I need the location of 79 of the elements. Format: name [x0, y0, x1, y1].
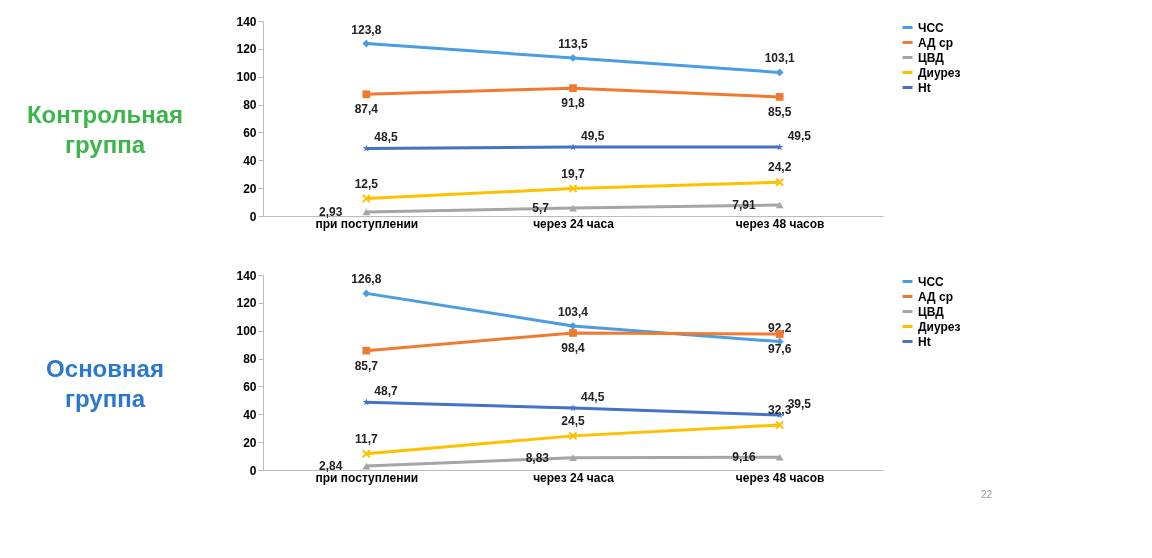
point [568, 184, 578, 194]
point [775, 68, 784, 77]
data-label: 11,7 [354, 431, 378, 446]
legend-label: ЧСС [918, 20, 945, 35]
point [362, 90, 371, 99]
data-label: 126,8 [351, 272, 382, 287]
y-tick-label: 80 [243, 352, 257, 367]
data-label: 87,4 [354, 102, 379, 117]
data-label: 12,5 [354, 176, 379, 191]
legend-label: ЦВД [918, 304, 945, 319]
data-label: 113,5 [558, 36, 589, 51]
point [568, 431, 578, 441]
data-label: 48,7 [374, 384, 399, 399]
data-label: 97,6 [767, 342, 792, 357]
point [569, 329, 577, 337]
data-label: 24,2 [767, 160, 792, 175]
y-tick-label: 20 [243, 181, 257, 196]
legend-label: АД ср [918, 35, 953, 50]
data-label: 9,16 [732, 450, 756, 465]
data-label: 103,4 [557, 304, 589, 319]
legend-label: Диурез [918, 319, 961, 334]
y-tick-label: 100 [236, 324, 257, 339]
x-tick-label: через 24 часа [533, 216, 615, 231]
data-label: 49,5 [787, 129, 812, 144]
x-tick-label: через 24 часа [533, 470, 615, 485]
legend-label: ЧСС [918, 274, 945, 289]
point [569, 404, 577, 412]
point [362, 208, 371, 216]
x-tick-label: через 48 часов [735, 470, 825, 485]
data-label: 123,8 [351, 22, 382, 37]
text: 22 [981, 489, 993, 500]
y-tick-label: 0 [249, 209, 257, 224]
y-tick-label: 80 [243, 98, 257, 113]
text: Основная группа [46, 355, 164, 412]
point [362, 346, 371, 355]
point [361, 194, 371, 204]
data-label: 91,8 [561, 96, 585, 111]
point [362, 39, 371, 48]
data-label: 44,5 [581, 390, 605, 405]
y-tick-label: 60 [243, 379, 257, 394]
y-tick-label: 140 [236, 268, 257, 283]
y-tick-label: 20 [243, 435, 257, 450]
data-label: 48,5 [374, 130, 399, 145]
legend-label: Диурез [918, 65, 961, 80]
y-tick-label: 120 [236, 42, 257, 57]
x-tick-label: через 48 часов [735, 216, 825, 231]
legend-label: ЦВД [918, 50, 945, 65]
point [362, 289, 371, 298]
y-tick-label: 140 [236, 14, 257, 29]
data-label: 49,5 [581, 129, 605, 144]
legend-label: Ht [918, 334, 931, 349]
y-tick-label: 40 [243, 407, 257, 422]
text: Контрольная группа [26, 101, 184, 158]
y-tick-label: 120 [236, 296, 257, 311]
data-label: 19,7 [561, 166, 585, 181]
point [775, 177, 785, 187]
y-tick-label: 40 [243, 153, 257, 168]
data-label: 7,91 [732, 197, 756, 212]
point [775, 453, 784, 461]
data-label: 24,5 [561, 413, 585, 428]
data-label: 5,7 [532, 201, 550, 216]
legend-label: АД ср [918, 289, 953, 304]
x-tick-label: при поступлении [315, 216, 419, 231]
point [569, 143, 577, 151]
y-tick-label: 100 [236, 70, 257, 85]
data-label: 98,4 [561, 340, 585, 355]
data-label: 8,83 [525, 450, 550, 465]
data-label: 85,5 [767, 104, 792, 119]
point [775, 420, 785, 430]
legend-label: Ht [918, 80, 931, 95]
point [569, 84, 577, 93]
point [569, 454, 577, 462]
data-label: 2,93 [318, 204, 343, 219]
point [361, 449, 371, 459]
point [775, 93, 784, 101]
y-tick-label: 60 [243, 125, 257, 140]
y-tick-label: 0 [249, 463, 257, 478]
data-label: 103,1 [764, 51, 796, 66]
data-label: 85,7 [354, 358, 379, 373]
